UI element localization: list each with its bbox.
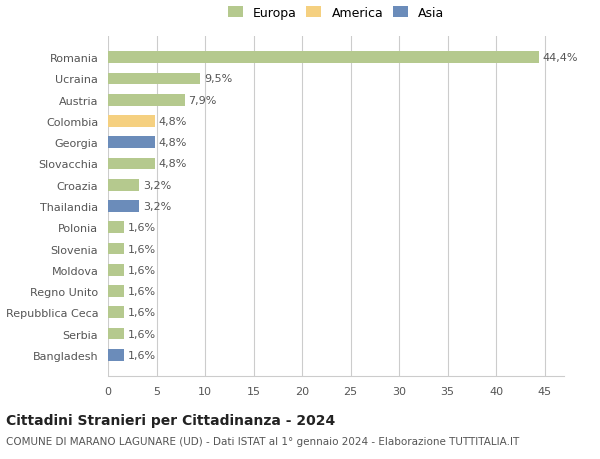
Text: 4,8%: 4,8% — [158, 159, 187, 169]
Text: 1,6%: 1,6% — [127, 350, 155, 360]
Text: 7,9%: 7,9% — [188, 95, 217, 106]
Bar — [108, 201, 139, 213]
Bar — [108, 52, 539, 64]
Text: 1,6%: 1,6% — [127, 286, 155, 297]
Text: 1,6%: 1,6% — [127, 223, 155, 233]
Bar — [108, 116, 155, 128]
Bar — [108, 307, 124, 319]
Bar — [108, 328, 124, 340]
Bar — [108, 95, 185, 106]
Bar — [108, 137, 155, 149]
Text: 1,6%: 1,6% — [127, 308, 155, 318]
Bar — [108, 158, 155, 170]
Bar — [108, 285, 124, 297]
Text: 4,8%: 4,8% — [158, 138, 187, 148]
Bar — [108, 264, 124, 276]
Text: 3,2%: 3,2% — [143, 180, 171, 190]
Bar — [108, 179, 139, 191]
Text: 3,2%: 3,2% — [143, 202, 171, 212]
Bar — [108, 222, 124, 234]
Text: 9,5%: 9,5% — [204, 74, 232, 84]
Legend: Europa, America, Asia: Europa, America, Asia — [224, 3, 448, 24]
Bar — [108, 243, 124, 255]
Text: 1,6%: 1,6% — [127, 244, 155, 254]
Text: 1,6%: 1,6% — [127, 265, 155, 275]
Text: COMUNE DI MARANO LAGUNARE (UD) - Dati ISTAT al 1° gennaio 2024 - Elaborazione TU: COMUNE DI MARANO LAGUNARE (UD) - Dati IS… — [6, 436, 519, 446]
Text: Cittadini Stranieri per Cittadinanza - 2024: Cittadini Stranieri per Cittadinanza - 2… — [6, 413, 335, 427]
Text: 4,8%: 4,8% — [158, 117, 187, 127]
Bar — [108, 349, 124, 361]
Text: 44,4%: 44,4% — [542, 53, 578, 63]
Bar — [108, 73, 200, 85]
Text: 1,6%: 1,6% — [127, 329, 155, 339]
